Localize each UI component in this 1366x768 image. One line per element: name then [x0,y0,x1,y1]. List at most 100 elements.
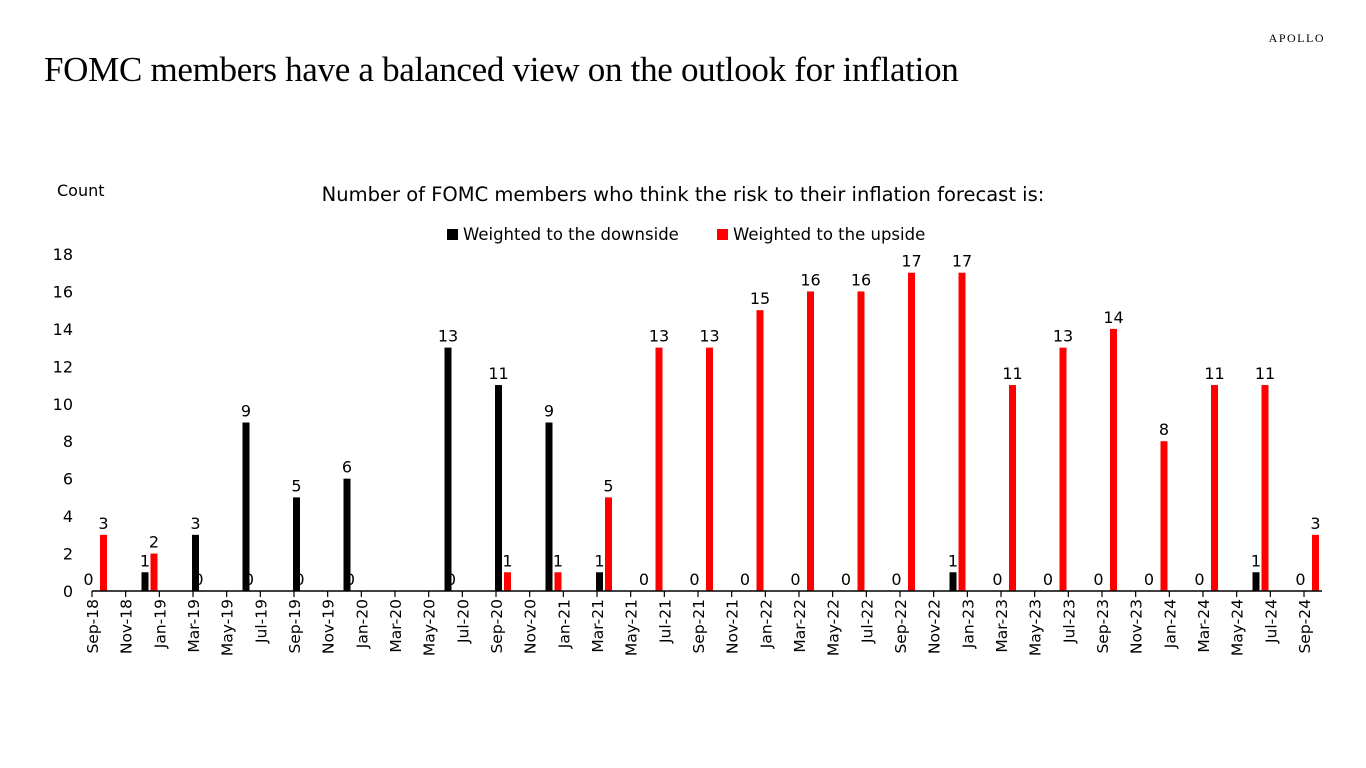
bar-downside [293,497,300,591]
bar-upside [554,572,562,591]
x-tick-label: Jan-23 [959,599,977,649]
x-tick-label: Jul-23 [1060,599,1078,644]
x-tick-label: Sep-20 [488,599,506,654]
x-tick-label: Mar-23 [993,599,1011,653]
y-axis: 0 2 4 6 8 10 12 14 16 18 [53,245,73,601]
data-label: 11 [1255,364,1275,383]
bar-upside [100,534,107,591]
bar-upside [655,347,663,591]
x-tick-label: May-24 [1229,599,1247,656]
data-label: 14 [1103,308,1123,327]
x-tick-label: Nov-18 [118,599,136,654]
x-tick-label: Mar-21 [589,599,607,653]
bar-upside [857,291,865,591]
data-label: 17 [952,252,972,271]
bar-upside [1312,534,1319,591]
bar-upside [504,572,511,591]
data-label: 5 [603,476,613,495]
x-tick-label: Mar-20 [387,599,405,653]
x-tick-label: Nov-21 [724,599,742,654]
legend-swatch-0 [447,229,458,240]
x-tick-label: Nov-22 [926,599,944,654]
data-label: 0 [244,570,254,589]
data-label: 5 [291,476,301,495]
x-tick-label: Nov-20 [522,599,540,654]
x-tick-label: Mar-22 [791,599,809,653]
data-label: 13 [1053,327,1073,346]
data-label: 16 [800,270,820,289]
bar-upside [605,497,612,591]
y-tick-label: 12 [53,357,73,376]
x-tick-label: Jul-22 [858,599,876,644]
data-label: 15 [750,289,770,308]
x-tick-label: Sep-24 [1296,599,1314,654]
bar-downside [343,478,351,591]
bar-downside [141,572,149,591]
x-tick-label: May-21 [623,599,641,656]
data-label: 0 [841,570,851,589]
bar-downside [596,572,603,591]
x-tick-label: Jan-21 [555,599,573,649]
bar-upside [958,272,966,591]
bar-downside [242,422,250,591]
bar-downside [1252,572,1260,591]
bar-upside [1211,385,1218,591]
data-label: 3 [190,514,200,533]
bar-upside [756,310,764,591]
data-label: 11 [1204,364,1224,383]
x-tick-label: Sep-22 [892,599,910,654]
x-tick-label: Nov-19 [320,599,338,654]
x-tick-label: Mar-19 [185,599,203,653]
data-label: 0 [1093,570,1103,589]
x-tick-label: Jul-21 [656,599,674,644]
x-tick-label: May-23 [1027,599,1045,656]
data-label: 0 [689,570,699,589]
data-label: 0 [790,570,800,589]
x-tick-label: May-22 [825,599,843,656]
data-label: 13 [649,327,669,346]
x-tick-label: May-19 [219,599,237,656]
x-tick-label: Sep-23 [1094,599,1112,654]
data-label: 0 [1295,570,1305,589]
x-tick-label: Sep-18 [84,599,102,654]
data-label: 9 [544,402,554,421]
x-tick-label: Jan-24 [1161,599,1179,649]
x-tick-label: Sep-21 [690,599,708,654]
bar-downside [444,347,452,591]
data-label: 17 [901,252,921,271]
data-label: 0 [193,570,203,589]
y-tick-label: 16 [53,282,73,301]
legend: Weighted to the downside Weighted to the … [447,225,925,244]
bar-downside [949,572,957,591]
bar-upside [1059,347,1067,591]
y-tick-label: 0 [63,582,73,601]
bar-upside [1160,441,1168,591]
data-label: 3 [1310,514,1320,533]
page-title: FOMC members have a balanced view on the… [44,50,959,89]
y-tick-label: 2 [63,545,73,564]
bar-downside [495,385,502,591]
data-label: 13 [699,327,719,346]
y-tick-label: 8 [63,432,73,451]
x-tick-label: Sep-19 [286,599,304,654]
data-label: 11 [1002,364,1022,383]
data-label: 0 [992,570,1002,589]
data-label: 0 [446,570,456,589]
y-tick-label: 6 [63,470,73,489]
x-tick-label: May-20 [421,599,439,656]
legend-label-0: Weighted to the downside [463,225,679,244]
x-tick-label: Jul-24 [1262,599,1280,644]
x-tick-label: Mar-24 [1195,599,1213,653]
bar-downside [545,422,553,591]
data-label: 1 [948,551,958,570]
data-label: 16 [851,270,871,289]
data-label: 6 [342,458,352,477]
x-tick-label: Nov-23 [1128,599,1146,654]
y-tick-label: 18 [53,245,73,264]
bars [100,272,1319,591]
bar-upside [908,272,915,591]
apollo-logo: APOLLO [1268,31,1325,45]
data-label: 1 [140,551,150,570]
bar-upside [1009,385,1016,591]
